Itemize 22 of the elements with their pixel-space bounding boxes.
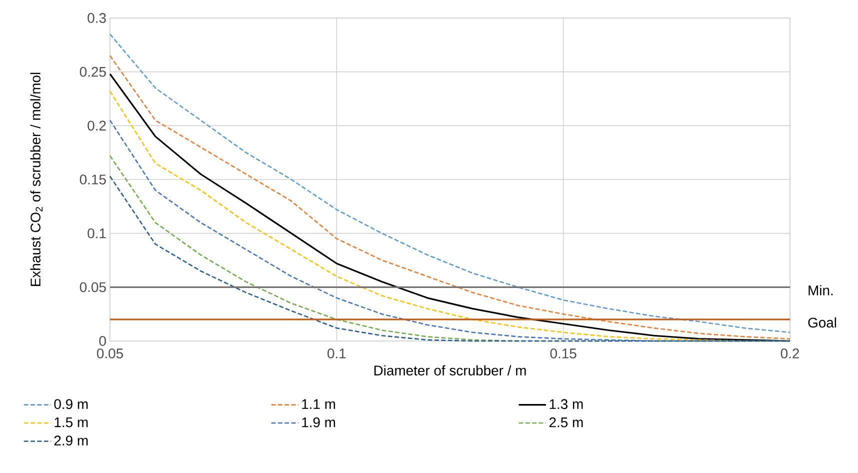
ref-line-label: Goal — [808, 317, 836, 328]
legend-label: 0.9 m — [54, 399, 88, 410]
ref-line-label: Min. — [808, 285, 833, 296]
legend-label: 1.3 m — [550, 399, 583, 410]
y-tick-label: 0.3 — [88, 13, 106, 23]
legend-label: 1.9 m — [302, 417, 336, 428]
y-axis-title: Exhaust CO$_{2}$ of scrubber / mol/mol — [30, 72, 42, 286]
x-tick-label: 0.2 — [780, 348, 800, 358]
y-tick-label: 0.25 — [80, 66, 106, 77]
x-axis-title: Diameter of scrubber / m — [374, 365, 526, 376]
y-tick-label: 0.1 — [88, 228, 106, 238]
legend-label: 1.5 m — [54, 417, 88, 428]
x-tick-label: 0.1 — [328, 348, 346, 358]
legend-label: 2.9 m — [54, 436, 88, 446]
y-tick-label: 0.15 — [80, 174, 106, 184]
y-tick-label: 0.05 — [80, 282, 106, 292]
x-tick-label: 0.15 — [550, 348, 576, 358]
y-tick-label: 0 — [99, 336, 106, 346]
x-tick-label: 0.05 — [96, 348, 123, 358]
legend-label: 2.5 m — [549, 417, 583, 428]
y-tick-label: 0.2 — [88, 120, 106, 131]
legend-label: 1.1 m — [302, 399, 336, 409]
